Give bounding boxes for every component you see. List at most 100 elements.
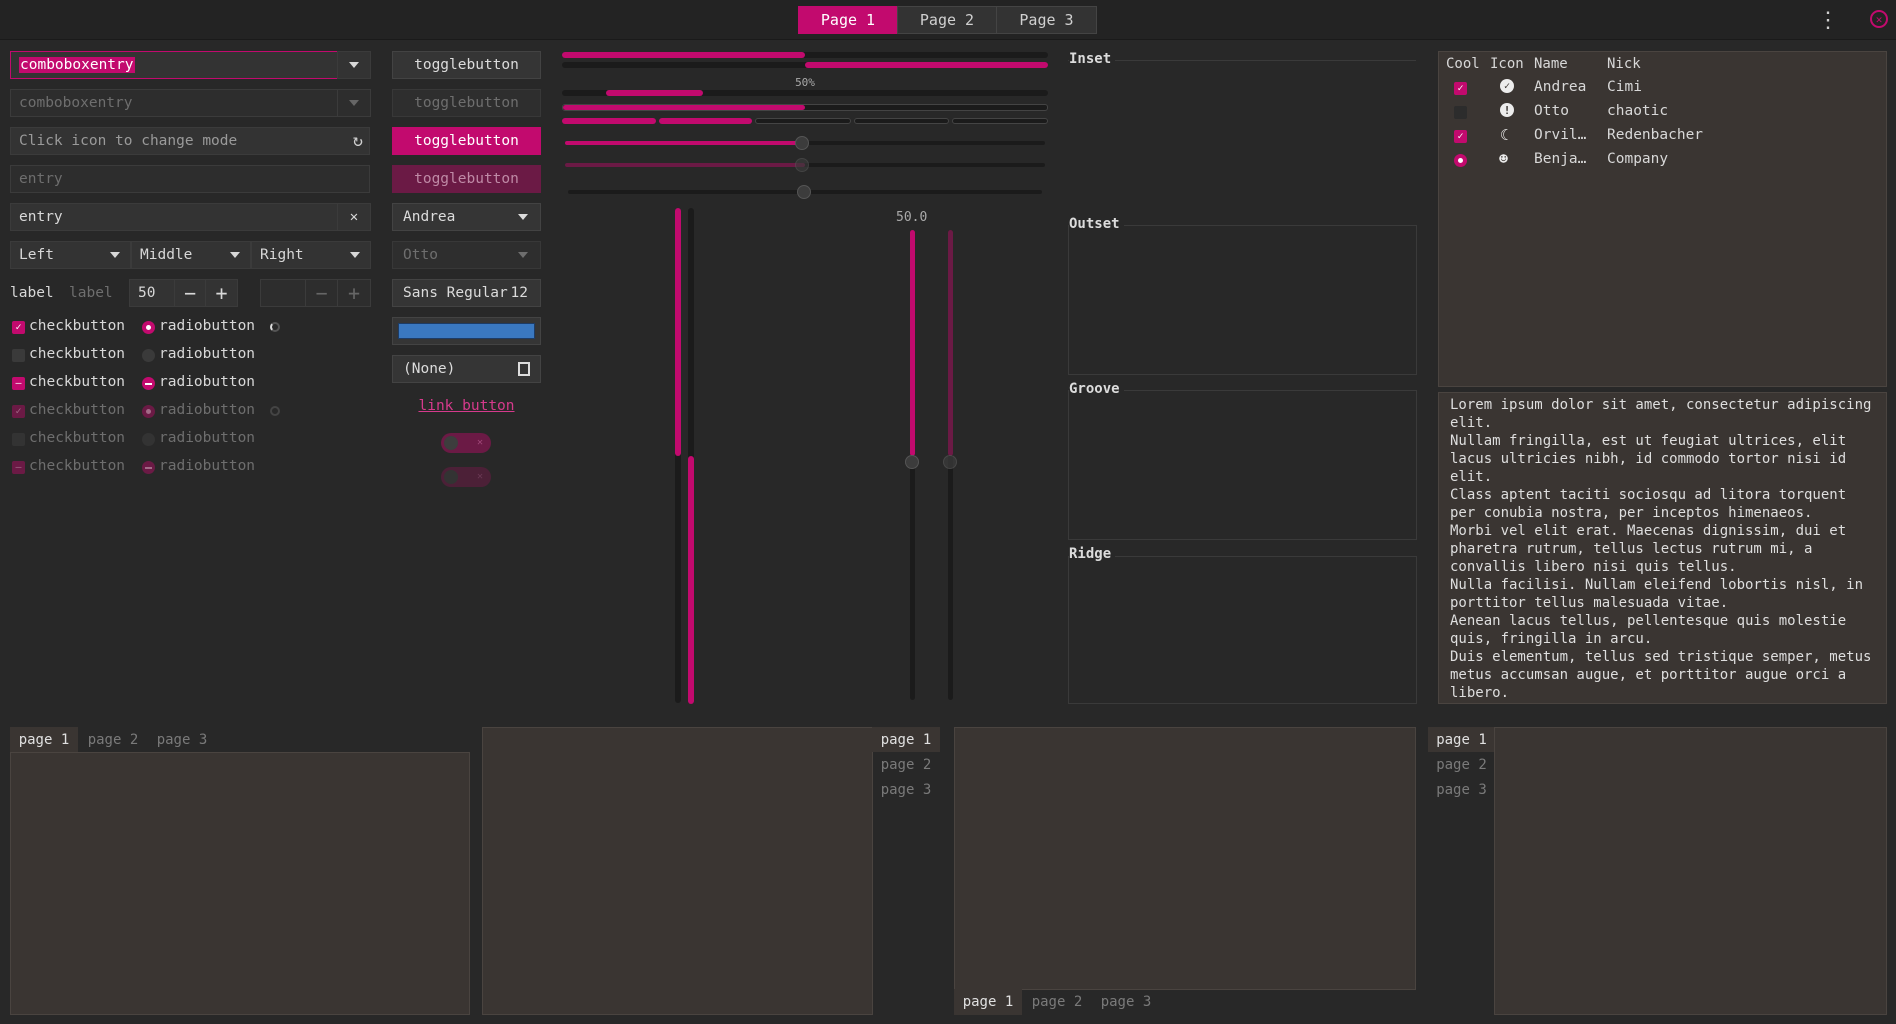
document-icon: [518, 362, 530, 376]
stack-page-2[interactable]: Page 2: [897, 6, 997, 34]
entry-disabled-placeholder: entry: [19, 171, 63, 187]
combo-middle[interactable]: Middle: [131, 241, 251, 269]
frame-ridge: [1068, 556, 1417, 704]
tab-page-2[interactable]: page 2: [1436, 756, 1487, 773]
combo-andrea[interactable]: Andrea: [392, 203, 541, 231]
cool-checkbox[interactable]: [1454, 106, 1467, 119]
radiobutton-label: radiobutton: [159, 430, 256, 446]
switch-off-x-icon: ✕: [476, 471, 483, 482]
combo-right-label: Right: [260, 247, 304, 263]
cool-checkbox[interactable]: ✓: [1454, 130, 1467, 143]
vscale-1[interactable]: [675, 208, 681, 703]
tab-page-2[interactable]: page 2: [880, 756, 932, 773]
switch-off-x-icon: ✕: [476, 437, 483, 448]
notebook-top: page 1 page 2 page 3: [10, 727, 470, 1015]
frame-inset: [1068, 60, 1416, 210]
mode-entry[interactable]: Click icon to change mode ↻: [10, 127, 370, 155]
checkbox-unchecked[interactable]: [12, 349, 25, 362]
spin-value-text: 50: [138, 285, 156, 301]
togglebutton-disabled: togglebutton: [392, 89, 541, 117]
column-header-icon[interactable]: Icon: [1490, 56, 1524, 72]
row-nick: Company: [1607, 151, 1669, 167]
combo-otto-label: Otto: [403, 247, 438, 263]
hscale-3-knob[interactable]: [797, 185, 811, 199]
vscale-2[interactable]: [688, 208, 694, 704]
combo-1-chevron-down-icon[interactable]: [337, 51, 371, 79]
combo-entry-1-text: comboboxentry: [19, 57, 135, 73]
tab-page-2[interactable]: page 2: [87, 732, 139, 748]
font-name: Sans Regular: [403, 285, 508, 301]
combo-entry-1[interactable]: comboboxentry: [10, 51, 338, 79]
radio-checked[interactable]: [142, 321, 155, 334]
progress-bar-2-fill: [805, 62, 1048, 68]
tab-page-3[interactable]: page 3: [156, 732, 208, 748]
column-header-name[interactable]: Name: [1534, 56, 1568, 72]
switch-off[interactable]: ✕: [441, 433, 491, 453]
font-button[interactable]: Sans Regular 12: [392, 279, 541, 307]
spin-disabled-value: [260, 279, 306, 307]
frame-outset: [1068, 225, 1417, 375]
radio-unchecked[interactable]: [142, 349, 155, 362]
spin-plus-button[interactable]: +: [205, 279, 238, 307]
combo-left[interactable]: Left: [10, 241, 131, 269]
column-header-cool[interactable]: Cool: [1446, 56, 1480, 72]
radio-inconsistent[interactable]: [142, 377, 155, 390]
tab-page-3[interactable]: page 3: [880, 781, 932, 798]
row-name: Andrea: [1534, 79, 1587, 95]
font-size: 12: [510, 285, 528, 301]
tab-page-1[interactable]: page 1: [10, 727, 78, 753]
togglebutton[interactable]: togglebutton: [392, 51, 541, 79]
entry-field[interactable]: entry: [10, 203, 338, 231]
combo-entry-2: comboboxentry: [10, 89, 338, 117]
frame-groove: [1068, 390, 1417, 540]
notebook-left-page: [1494, 727, 1887, 1015]
tab-page-1[interactable]: page 1: [1428, 727, 1495, 752]
switch-off-disabled: ✕: [441, 467, 491, 487]
vscale-1-fill: [675, 208, 681, 456]
tab-page-3[interactable]: page 3: [1436, 781, 1487, 798]
row-name: Orvil…: [1534, 127, 1587, 143]
row-nick: Redenbacher: [1607, 127, 1704, 143]
combo-andrea-label: Andrea: [403, 209, 456, 225]
vscale-value-label: 50.0: [896, 210, 928, 225]
cool-checkbox[interactable]: ✓: [1454, 82, 1467, 95]
combo-right[interactable]: Right: [251, 241, 371, 269]
frame-inset-label: Inset: [1069, 51, 1116, 67]
spin-minus-button[interactable]: −: [174, 279, 206, 307]
vertical-dots-icon[interactable]: ⋮: [1817, 7, 1839, 33]
notebook-bottom-page: [954, 727, 1416, 990]
column-header-nick[interactable]: Nick: [1607, 56, 1641, 72]
cool-radio[interactable]: [1454, 154, 1467, 167]
refresh-icon[interactable]: ↻: [352, 131, 363, 151]
tab-page-3[interactable]: page 3: [1100, 994, 1152, 1010]
tab-page-1[interactable]: page 1: [872, 727, 940, 752]
clear-icon[interactable]: ✕: [337, 203, 371, 231]
checkbox-inconsistent[interactable]: –: [12, 377, 25, 390]
spinner-icon: [270, 322, 280, 332]
color-button[interactable]: [392, 317, 541, 345]
tab-page-1[interactable]: page 1: [954, 989, 1022, 1015]
stack-page-1[interactable]: Page 1: [798, 6, 898, 34]
close-icon[interactable]: ✕: [1870, 10, 1888, 28]
file-chooser-button[interactable]: (None): [392, 355, 541, 383]
spin-value[interactable]: 50: [129, 279, 175, 307]
link-button[interactable]: link button: [418, 398, 515, 414]
checkbutton-label: checkbutton: [29, 374, 126, 390]
face-icon: ☻: [1499, 150, 1509, 168]
vscale-3-knob[interactable]: [905, 455, 919, 469]
level-segment: [562, 118, 656, 124]
checkbox-checked[interactable]: ✓: [12, 321, 25, 334]
spinner-disabled-icon: [270, 406, 280, 416]
radiobutton-label: radiobutton: [159, 374, 256, 390]
togglebutton-active[interactable]: togglebutton: [392, 127, 541, 155]
text-view[interactable]: Lorem ipsum dolor sit amet, consectetur …: [1438, 392, 1887, 704]
hscale-1-knob[interactable]: [795, 136, 809, 150]
hscale-2-knob: [795, 158, 809, 172]
tab-page-2[interactable]: page 2: [1031, 994, 1083, 1010]
level-segment: [952, 118, 1048, 124]
radiobutton-label: radiobutton: [159, 402, 256, 418]
combo-otto: Otto: [392, 241, 541, 269]
stack-page-3[interactable]: Page 3: [996, 6, 1097, 34]
progress-bar-1: [562, 52, 1048, 58]
mode-entry-placeholder: Click icon to change mode: [19, 133, 238, 149]
